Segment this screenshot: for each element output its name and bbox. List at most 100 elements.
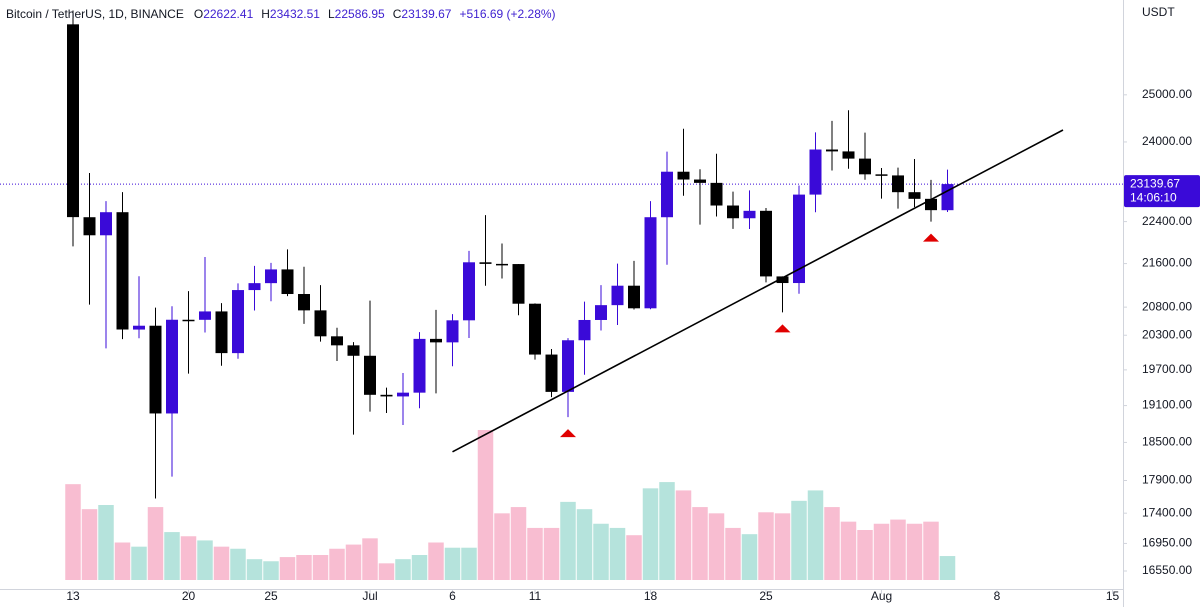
candle-body (182, 319, 195, 322)
volume-bar (873, 523, 890, 580)
last-price-box (1124, 175, 1200, 208)
volume-bar (345, 544, 362, 580)
x-tick-label: 11 (529, 589, 542, 603)
ohlc-value: 23432.51 (269, 7, 320, 21)
candle-body (215, 311, 228, 354)
candle-body (413, 338, 426, 393)
ohlc-prefix: H (261, 7, 270, 21)
volume-bar (411, 555, 428, 580)
candle-body (644, 217, 657, 309)
x-tick-label: Jul (362, 589, 377, 603)
candle-body (380, 394, 393, 397)
volume-bar (114, 542, 131, 580)
volume-bar (98, 505, 114, 580)
x-tick-label: 25 (264, 589, 278, 603)
candle-body (166, 319, 178, 414)
volume-bar (296, 555, 312, 580)
trendline (452, 129, 1064, 453)
candle-body (446, 320, 459, 343)
candle-body (776, 276, 789, 284)
x-tick-label: 6 (449, 589, 456, 603)
volume-bar (840, 521, 857, 580)
volume-bar (329, 548, 345, 580)
volume-bar (725, 527, 741, 580)
y-tick-label: 17400.00 (1142, 505, 1192, 519)
candle-body (397, 392, 409, 397)
ohlc-prefix: O (193, 7, 204, 21)
candle-body (149, 325, 162, 414)
volume-bar (279, 557, 296, 580)
candle-body (760, 210, 772, 277)
candle-body (677, 171, 690, 180)
ohlc-prefix: L (327, 7, 335, 21)
volume-bar (362, 538, 378, 580)
price-unit: USDT (1142, 5, 1175, 19)
candle-body (199, 311, 211, 320)
y-tick-label: 16550.00 (1142, 563, 1192, 577)
volume-bar (560, 501, 576, 580)
countdown: 14:06:10 (1130, 190, 1177, 204)
candle-body (908, 192, 921, 199)
volume-bar (213, 546, 230, 580)
y-tick-label: 18500.00 (1142, 435, 1192, 449)
candle-body (661, 171, 673, 218)
volume-bar (692, 507, 708, 580)
candle-body (892, 175, 904, 193)
volume-bar (65, 484, 81, 580)
candle-body (793, 194, 805, 284)
candle-body (314, 310, 327, 337)
volume-bar (791, 500, 807, 580)
candle-body (133, 325, 145, 330)
candle-body (545, 354, 558, 392)
volume-bar (378, 563, 395, 580)
x-tick-label: Aug (871, 589, 892, 603)
ohlc-value: 22586.95 (334, 7, 385, 21)
volume-bar (461, 547, 477, 580)
volume-bar (857, 530, 873, 580)
marker (923, 233, 939, 242)
volume-bar (906, 523, 923, 580)
y-tick-label: 20300.00 (1142, 327, 1192, 341)
ohlc-value: 22622.41 (203, 7, 254, 21)
candle-body (496, 263, 508, 266)
candle-body (941, 184, 954, 211)
volume-bar (312, 555, 329, 580)
ohlc-prefix: C (392, 7, 402, 21)
volume-bar (741, 534, 758, 580)
volume-bar (246, 559, 263, 580)
legend: Bitcoin / TetherUS, 1D, BINANCE O22622.41… (6, 7, 564, 21)
candle-body (265, 269, 277, 284)
volume-bar (890, 519, 906, 580)
volume-bar (642, 488, 659, 580)
volume-bar (543, 527, 560, 580)
y-tick-label: 16950.00 (1142, 536, 1192, 550)
candle-body (809, 149, 822, 195)
candle-body (232, 290, 244, 354)
candle-body (710, 182, 723, 206)
volume-bar (527, 527, 543, 580)
candle-body (859, 158, 871, 175)
candle-body (512, 264, 525, 304)
y-tick-label: 17900.00 (1142, 473, 1192, 487)
candle-body (67, 24, 79, 218)
ohlc-value: 23139.67 (401, 7, 452, 21)
volume-bar (395, 559, 411, 580)
y-tick-label: 24000.00 (1142, 134, 1192, 148)
candle-body (842, 151, 855, 159)
candle-body (347, 345, 360, 356)
marker (774, 324, 791, 333)
x-tick-label: 18 (644, 589, 658, 603)
x-tick-label: 20 (182, 589, 196, 603)
candle-body (727, 205, 739, 219)
candle-body (595, 305, 607, 320)
volume-bar (131, 546, 147, 580)
y-tick-label: 25000.00 (1142, 87, 1192, 101)
volume-bar (510, 507, 527, 580)
volume-bar (593, 523, 609, 580)
candle-body (479, 262, 492, 264)
change: +516.69 (+2.28%) (459, 7, 556, 21)
volume-bar (576, 509, 593, 580)
volume-bar (659, 482, 675, 580)
candle-body (925, 198, 937, 211)
